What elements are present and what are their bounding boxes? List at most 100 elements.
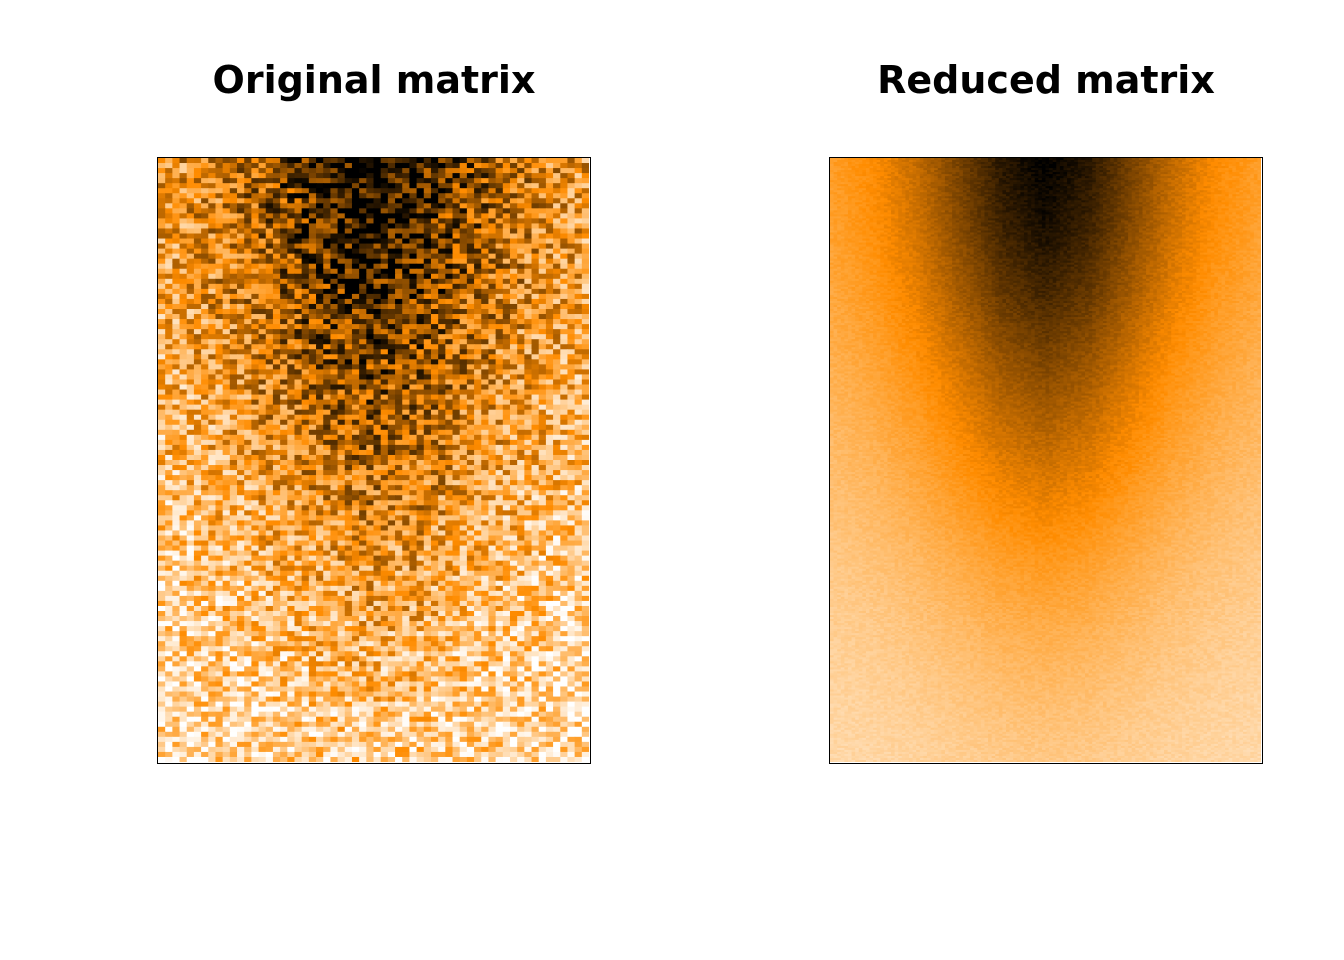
heatmap-cell xyxy=(488,203,497,209)
heatmap-cell xyxy=(280,243,288,250)
heatmap-cell xyxy=(215,309,224,315)
heatmap-cell xyxy=(567,223,576,230)
heatmap-cell xyxy=(272,273,281,280)
heatmap-cell xyxy=(553,168,561,174)
heatmap-cell xyxy=(186,449,195,456)
heatmap-cell xyxy=(244,283,252,290)
heatmap-cell xyxy=(229,258,238,265)
heatmap-cell xyxy=(531,349,540,355)
heatmap-cell xyxy=(380,268,389,275)
heatmap-cell xyxy=(423,364,432,370)
heatmap-cell xyxy=(488,444,497,451)
heatmap-cell xyxy=(215,223,224,230)
heatmap-cell xyxy=(531,565,540,572)
heatmap-cell xyxy=(423,570,432,577)
heatmap-cell xyxy=(524,485,533,491)
heatmap-cell xyxy=(351,545,360,552)
heatmap-cell xyxy=(531,429,540,436)
heatmap-cell xyxy=(158,183,166,189)
heatmap-cell xyxy=(280,500,288,506)
heatmap-cell xyxy=(265,404,274,411)
heatmap-cell xyxy=(452,560,461,567)
heatmap-cell xyxy=(323,555,331,562)
heatmap-cell xyxy=(459,404,468,411)
heatmap-cell xyxy=(272,439,281,446)
heatmap-cell xyxy=(517,344,525,350)
heatmap-cell xyxy=(581,550,589,557)
heatmap-cell xyxy=(316,565,324,572)
heatmap-cell xyxy=(567,444,576,451)
heatmap-cell xyxy=(423,540,432,547)
heatmap-cell xyxy=(466,278,475,285)
heatmap-cell xyxy=(574,535,583,542)
heatmap-cell xyxy=(445,178,454,184)
heatmap-cell xyxy=(165,505,173,511)
heatmap-cell xyxy=(186,520,195,527)
heatmap-cell xyxy=(553,253,561,260)
heatmap-cell xyxy=(237,344,245,350)
heatmap-cell xyxy=(308,203,317,209)
heatmap-cell xyxy=(272,394,281,401)
heatmap-cell xyxy=(294,198,303,204)
heatmap-cell xyxy=(488,208,497,214)
heatmap-cell xyxy=(545,560,554,567)
heatmap-cell xyxy=(179,444,188,451)
heatmap-cell xyxy=(481,158,490,164)
heatmap-cell xyxy=(222,470,231,476)
heatmap-cell xyxy=(481,283,490,290)
heatmap-cell xyxy=(531,439,540,446)
heatmap-cell xyxy=(560,339,569,345)
heatmap-cell xyxy=(553,329,561,335)
heatmap-cell xyxy=(158,389,166,396)
heatmap-cell xyxy=(509,193,518,199)
heatmap-cell xyxy=(517,163,525,169)
heatmap-cell xyxy=(351,465,360,471)
heatmap-cell xyxy=(172,414,181,421)
heatmap-cell xyxy=(287,475,296,481)
heatmap-cell xyxy=(165,324,173,330)
heatmap-cell xyxy=(531,505,540,511)
heatmap-cell xyxy=(179,480,188,486)
heatmap-cell xyxy=(402,399,411,406)
heatmap-cell xyxy=(438,344,446,350)
heatmap-cell xyxy=(258,520,267,527)
heatmap-cell xyxy=(251,278,260,285)
heatmap-cell xyxy=(165,173,173,179)
heatmap-cell xyxy=(272,515,281,521)
heatmap-cell xyxy=(244,570,252,577)
heatmap-cell xyxy=(438,258,446,265)
heatmap-cell xyxy=(517,303,525,310)
heatmap-cell xyxy=(474,555,482,562)
heatmap-cell xyxy=(186,510,195,516)
heatmap-cell xyxy=(409,319,418,325)
heatmap-cell xyxy=(466,253,475,260)
heatmap-cell xyxy=(158,253,166,260)
heatmap-cell xyxy=(229,349,238,355)
heatmap-cell xyxy=(165,314,173,320)
heatmap-cell xyxy=(466,168,475,174)
heatmap-cell xyxy=(179,334,188,340)
heatmap-cell xyxy=(359,238,367,245)
heatmap-cell xyxy=(481,530,490,537)
heatmap-cell xyxy=(208,384,217,391)
heatmap-cell xyxy=(402,203,411,209)
heatmap-cell xyxy=(301,158,310,164)
heatmap-cell xyxy=(438,550,446,557)
heatmap-cell xyxy=(229,309,238,315)
heatmap-cell xyxy=(502,273,511,280)
heatmap-cell xyxy=(244,288,252,295)
heatmap-cell xyxy=(316,434,324,441)
heatmap-cell xyxy=(452,369,461,376)
heatmap-cell xyxy=(351,208,360,214)
heatmap-cell xyxy=(359,429,367,436)
heatmap-cell xyxy=(280,555,288,562)
heatmap-cell xyxy=(294,465,303,471)
heatmap-cell xyxy=(186,339,195,345)
heatmap-cell xyxy=(466,520,475,527)
heatmap-cell xyxy=(172,495,181,501)
heatmap-cell xyxy=(423,505,432,511)
heatmap-cell xyxy=(488,550,497,557)
heatmap-cell xyxy=(323,283,331,290)
heatmap-cell xyxy=(265,470,274,476)
heatmap-cell xyxy=(330,168,339,174)
